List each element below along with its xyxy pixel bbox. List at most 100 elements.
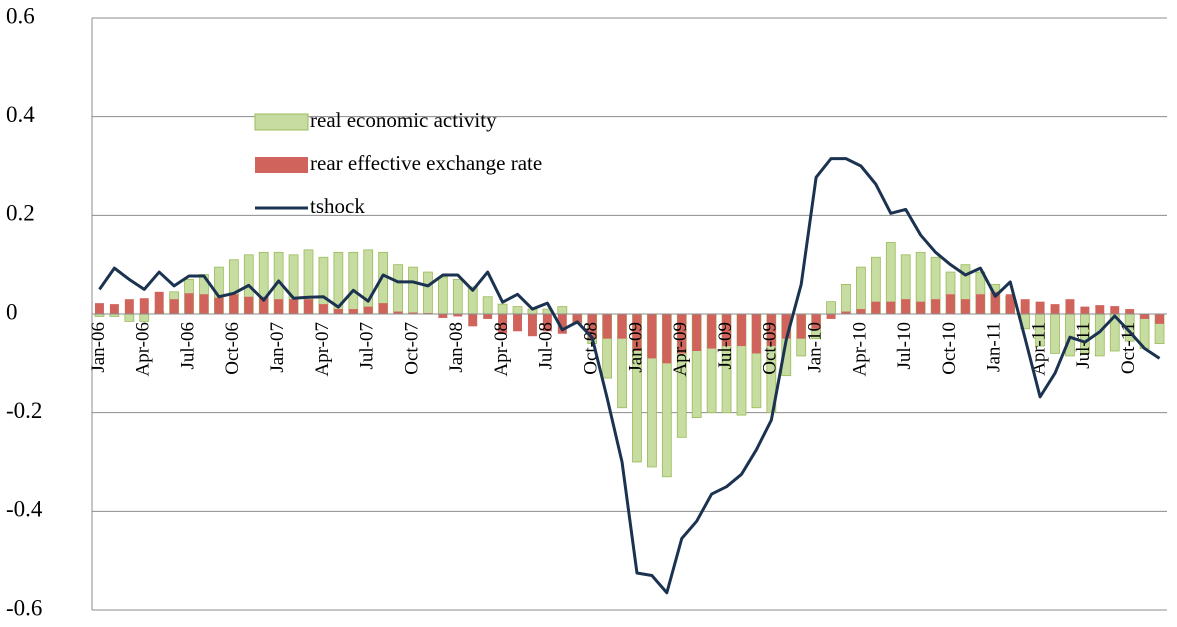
bar [946,294,955,314]
bar [692,314,702,351]
bar [94,303,104,314]
x-tick-label: Jan-10 [804,322,825,373]
x-tick-label: Jul-09 [715,322,736,370]
x-tick-label: Jan-11 [984,322,1005,372]
bar [498,314,508,334]
bar [452,279,463,315]
bar [124,313,135,322]
bar [1050,313,1060,354]
bar [453,314,463,317]
bar [408,312,418,314]
bar [348,309,358,314]
bar [274,299,284,314]
x-tick-label: Jul-11 [1073,322,1094,369]
bar [1020,299,1030,314]
bar [199,294,209,314]
bar [841,311,851,314]
bar [766,314,776,347]
bar [333,309,343,314]
bar [109,304,119,314]
bar [722,314,732,347]
bar [1110,306,1120,314]
bar [542,314,552,332]
bar [318,304,328,314]
bar [1005,294,1015,314]
x-tick-label: Apr-09 [670,322,691,377]
bar [363,249,374,315]
x-tick-label: Apr-11 [1028,322,1049,376]
legend-label: real economic activity [310,108,497,132]
bar [856,266,866,315]
legend-label: tshock [310,194,365,218]
bar [662,314,672,364]
bar [1095,305,1105,314]
legend-swatch [254,113,309,131]
x-tick-label: Jan-06 [88,322,109,373]
bar [647,314,657,359]
y-tick-label: -0.6 [6,595,42,620]
bar [901,299,911,314]
bar [841,283,851,315]
bar [423,271,433,315]
bar [1155,314,1165,324]
bar [393,311,403,314]
y-tick-label: -0.4 [6,497,43,522]
bar [229,294,239,314]
bar [796,314,806,339]
bar [632,314,642,351]
x-tick-label: Oct-07 [401,322,422,375]
bar [497,303,508,315]
bar [348,251,359,315]
bar [259,296,269,314]
y-tick-label: 0 [6,299,18,324]
bar [214,297,224,314]
bar [557,306,568,315]
bar [826,301,836,315]
bar [856,309,866,314]
bar [154,291,164,314]
x-tick-label: Jul-10 [894,322,915,370]
x-tick-label: Jan-07 [267,322,288,373]
y-tick-label: 0.2 [6,201,35,226]
bar [886,301,896,314]
bar [378,303,388,314]
bar [438,314,448,318]
bar [1140,314,1150,319]
x-tick-label: Apr-08 [491,322,512,377]
bar [512,306,523,315]
x-tick-label: Oct-06 [222,322,243,375]
bar [468,314,478,327]
bar [184,293,194,314]
bar [751,314,761,354]
bar [1050,304,1060,314]
x-tick-label: Jul-07 [357,322,378,370]
bar [304,299,313,314]
x-tick-label: Jul-08 [536,322,557,370]
x-tick-label: Jan-09 [625,322,646,373]
bar [602,314,612,339]
bar [557,314,567,334]
bar [408,266,418,315]
bar [587,314,597,339]
bar [871,301,881,314]
bar [289,299,299,314]
bar [781,314,791,339]
bar [483,314,493,319]
bar [513,314,522,332]
bar [916,301,926,314]
bar [1125,309,1135,314]
bar [707,314,717,349]
bar [244,296,254,314]
bar [617,314,627,339]
bar [1080,306,1090,314]
bar [482,296,493,315]
bar [169,299,179,314]
bar [677,314,687,354]
x-tick-label: Oct-10 [939,322,960,375]
legend-label: rear effective exchange rate [310,151,542,175]
line [98,157,1161,595]
bar [975,294,985,314]
bar [826,314,836,319]
y-tick-label: -0.2 [6,398,42,423]
